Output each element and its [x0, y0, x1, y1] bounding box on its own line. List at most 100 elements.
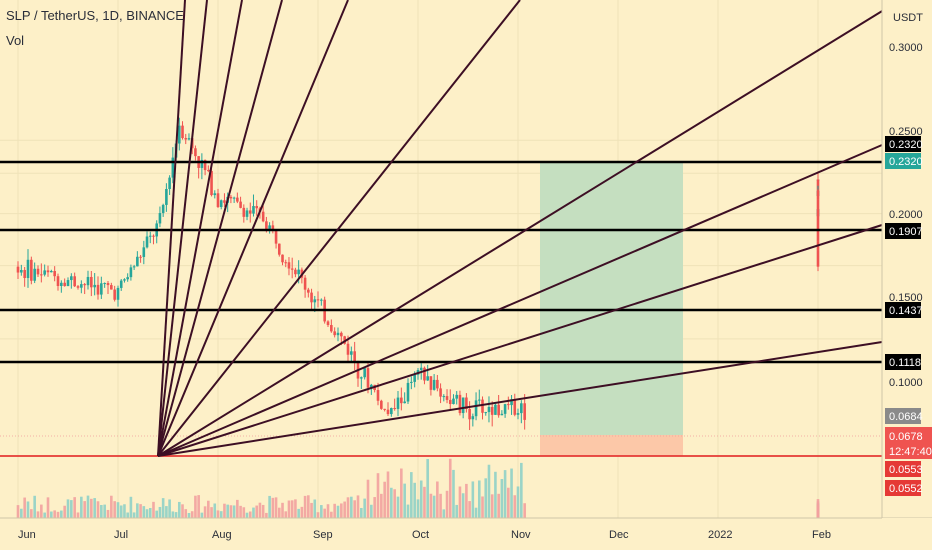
svg-text:0.1118: 0.1118: [889, 357, 921, 369]
volume-bar: [303, 495, 307, 518]
fan-line-1: [157, 0, 208, 457]
candle: [145, 236, 149, 248]
price-tag-0.0684: 0.0684: [885, 408, 923, 424]
candle: [93, 284, 96, 288]
candle: [316, 299, 320, 301]
volume-bar: [284, 511, 288, 518]
price-tick-0.2000: 0.2000: [889, 209, 923, 221]
volume-bar: [70, 500, 73, 518]
candle: [242, 207, 246, 217]
candle: [168, 177, 171, 189]
svg-text:12:47:40: 12:47:40: [889, 446, 932, 458]
candle: [383, 408, 386, 410]
stop-zone[interactable]: [540, 435, 683, 456]
target-zone[interactable]: [540, 162, 683, 435]
price-tag-0.2320-teal: 0.2320: [885, 153, 923, 169]
candle: [43, 270, 46, 275]
volume-bar: [200, 512, 204, 518]
gann-fan[interactable]: [157, 0, 901, 457]
time-tick-aug: Aug: [212, 529, 232, 541]
volume-bar: [242, 507, 246, 518]
volume-bar: [56, 511, 60, 518]
candle: [86, 276, 90, 286]
candle: [16, 266, 20, 273]
volume-bar: [513, 495, 517, 518]
volume-bar: [232, 505, 236, 518]
candle: [471, 416, 475, 420]
position-tool[interactable]: [540, 162, 683, 456]
fan-line-0: [157, 0, 186, 457]
time-axis[interactable]: Jun Jul Aug Sep Oct Nov Dec 2022 Feb: [0, 517, 932, 550]
volume-bar: [816, 501, 820, 518]
volume-bar: [213, 503, 217, 518]
candle: [194, 148, 197, 157]
settings-corner[interactable]: [882, 518, 932, 550]
volume-bar: [245, 512, 249, 518]
candle: [413, 374, 416, 382]
candle: [484, 412, 488, 414]
svg-text:0.0678: 0.0678: [889, 431, 923, 443]
volume-bar: [510, 468, 513, 518]
candle: [96, 284, 100, 295]
candle: [410, 381, 413, 383]
candle: [330, 325, 333, 332]
candle: [203, 159, 207, 171]
price-tick-0.1000: 0.1000: [889, 377, 923, 389]
volume-bar: [410, 472, 413, 518]
horizontal-levels[interactable]: [0, 160, 882, 457]
volume-bar: [516, 486, 520, 518]
volume-bar: [445, 490, 449, 518]
candle: [116, 287, 120, 300]
time-tick-jul: Jul: [114, 529, 128, 541]
symbol-title[interactable]: SLP / TetherUS, 1D, BINANCE: [6, 8, 184, 23]
volume-bar: [380, 493, 383, 518]
candle: [90, 276, 93, 288]
volume-bar: [106, 509, 110, 518]
fan-line-3: [157, 0, 283, 457]
volume-bar: [277, 507, 281, 518]
volume-bar: [346, 497, 350, 518]
volume-bars: [16, 458, 820, 518]
volume-bar: [323, 508, 326, 518]
candle: [53, 270, 56, 277]
volume-bar: [174, 512, 178, 518]
candle: [110, 285, 113, 290]
candle: [213, 193, 217, 196]
fan-line-2: [157, 0, 243, 457]
candle: [171, 157, 175, 178]
fan-line-4: [157, 0, 349, 457]
candle: [386, 409, 390, 415]
candle: [452, 398, 455, 405]
candle: [274, 230, 278, 244]
time-tick-2022: 2022: [708, 529, 732, 541]
time-tick-feb: Feb: [812, 529, 831, 541]
volume-indicator-label[interactable]: Vol: [6, 33, 25, 48]
volume-bar: [383, 481, 386, 518]
candle: [393, 408, 396, 410]
volume-bar: [40, 504, 43, 518]
price-axis[interactable]: USDT 0.3000 0.2500 0.2000 0.1500 0.1000 …: [881, 0, 932, 518]
volume-bar: [187, 512, 191, 518]
volume-bar: [487, 464, 491, 518]
candle: [80, 284, 83, 288]
volume-bar: [53, 510, 56, 518]
volume-bar: [33, 495, 36, 518]
candle: [481, 399, 484, 413]
volume-bar: [239, 505, 242, 518]
candle: [248, 210, 252, 214]
volume-bar: [236, 499, 239, 518]
candle: [426, 376, 429, 381]
volume-bar: [494, 471, 497, 518]
volume-bar: [83, 501, 86, 518]
candle: [503, 404, 507, 414]
candle: [56, 276, 60, 287]
volume-bar: [210, 507, 213, 518]
svg-text:0.0553: 0.0553: [889, 464, 923, 476]
volume-bar: [310, 502, 313, 518]
candle: [343, 336, 346, 344]
volume-bar: [360, 507, 363, 518]
candle: [136, 256, 139, 267]
volume-bar: [23, 497, 26, 518]
